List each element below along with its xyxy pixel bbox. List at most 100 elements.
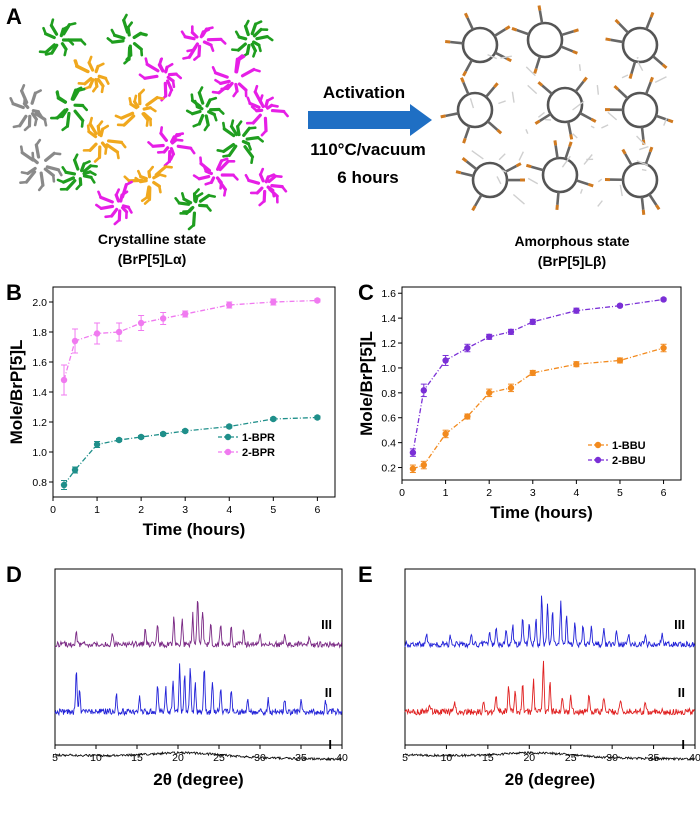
xrd-line xyxy=(404,750,695,762)
molecule-bond xyxy=(138,88,146,96)
x-tick-label: 15 xyxy=(131,752,143,764)
y-axis-title: Mole/BrP[5]L xyxy=(357,331,376,436)
data-point xyxy=(115,328,123,336)
y-tick-label: 1.4 xyxy=(381,313,396,325)
molecule-cluster xyxy=(138,57,183,102)
molecule-bond xyxy=(182,55,191,60)
bromine-atom xyxy=(506,57,512,63)
molecule-bond xyxy=(105,143,120,154)
y-tick-label: 1.0 xyxy=(32,447,47,459)
molecule-bond xyxy=(177,201,191,206)
xrd-line xyxy=(54,663,343,717)
molecule-bond xyxy=(486,120,499,131)
y-tick-label: 1.4 xyxy=(32,387,47,399)
molecule-bond xyxy=(223,188,227,197)
molecule-bond xyxy=(192,211,197,227)
molecule-bond xyxy=(158,57,163,67)
molecule-bond xyxy=(35,138,42,147)
molecule-bond xyxy=(579,111,593,121)
trace-label: III xyxy=(321,617,332,632)
molecule-bond xyxy=(128,97,133,106)
y-tick-label: 1.6 xyxy=(32,357,47,369)
molecule-bond xyxy=(125,53,133,61)
molecule-cluster xyxy=(95,180,133,226)
molecule-bond xyxy=(126,21,134,29)
molecule-bond xyxy=(263,116,268,133)
molecule-cluster xyxy=(174,188,217,231)
background-chain xyxy=(518,151,524,161)
molecule-bond xyxy=(610,38,624,44)
bromine-atom xyxy=(628,73,633,79)
molecule-bond xyxy=(217,83,231,95)
molecule-bond xyxy=(75,64,90,74)
molecule-bond xyxy=(44,43,57,54)
bromine-atom xyxy=(568,141,573,148)
molecule-bond xyxy=(180,192,186,201)
data-point xyxy=(71,466,79,474)
background-chain xyxy=(583,154,593,165)
series-2-BPR xyxy=(60,297,321,396)
molecule-bond xyxy=(257,43,262,53)
trace-label: I xyxy=(681,737,685,752)
x-axis-title: Time (hours) xyxy=(490,503,593,522)
molecule-bond xyxy=(96,62,105,68)
molecule-bond xyxy=(174,138,184,142)
data-point xyxy=(60,481,68,489)
bromine-atom xyxy=(573,28,579,33)
molecule-bond xyxy=(205,204,212,212)
macrocycle xyxy=(604,76,674,145)
bromine-atom xyxy=(613,84,620,91)
molecule-bond xyxy=(143,198,151,205)
xrd-trace-II: II xyxy=(404,660,696,717)
molecule-bond xyxy=(247,126,257,130)
background-chain xyxy=(639,145,649,151)
background-chain xyxy=(590,125,595,129)
x-tick-label: 5 xyxy=(270,504,276,516)
molecule-bond xyxy=(516,28,530,36)
bromine-atom xyxy=(463,12,469,19)
y-tick-label: 0.2 xyxy=(381,463,396,475)
molecule-bond xyxy=(556,191,560,205)
xrd-trace-I: I xyxy=(404,737,695,762)
background-chain xyxy=(572,100,585,111)
molecule-bond xyxy=(222,142,236,154)
bromine-atom xyxy=(511,27,518,32)
data-point xyxy=(115,436,123,444)
molecule-bond xyxy=(450,40,464,45)
molecule-bond xyxy=(174,72,183,80)
molecule-bond xyxy=(56,90,60,99)
x-tick-label: 10 xyxy=(441,752,453,764)
bromine-atom xyxy=(614,18,621,25)
panel-letter-b: B xyxy=(6,280,22,305)
y-tick-label: 1.8 xyxy=(32,327,47,339)
molecule-bond xyxy=(652,55,664,66)
bromine-atom xyxy=(493,82,499,89)
molecule-cluster xyxy=(185,86,225,132)
data-point xyxy=(660,296,667,303)
molecule-bond xyxy=(144,57,149,66)
molecule-bond xyxy=(180,30,187,39)
bromine-atom xyxy=(569,134,574,140)
x-tick-label: 3 xyxy=(530,487,536,499)
molecule-bond xyxy=(252,27,263,38)
amorphous-caption-line1: Amorphous state xyxy=(514,233,629,249)
molecule-bond xyxy=(155,96,165,100)
data-point xyxy=(270,415,277,423)
molecule-bond xyxy=(88,116,93,126)
molecule-bond xyxy=(274,174,283,178)
molecule-bond xyxy=(65,111,71,128)
molecule-bond xyxy=(222,154,231,158)
molecule-bond xyxy=(197,113,205,126)
molecule-bond xyxy=(96,124,101,137)
macrocycle xyxy=(440,77,503,144)
molecule-bond xyxy=(72,158,80,171)
background-chain xyxy=(636,56,639,59)
bromine-atom xyxy=(440,114,446,119)
panel-letter-a: A xyxy=(6,4,22,29)
y-tick-label: 1.6 xyxy=(381,288,396,300)
data-point xyxy=(137,319,145,327)
molecule-cluster xyxy=(245,84,289,137)
background-chain xyxy=(498,100,506,105)
molecule-bond xyxy=(222,121,226,131)
